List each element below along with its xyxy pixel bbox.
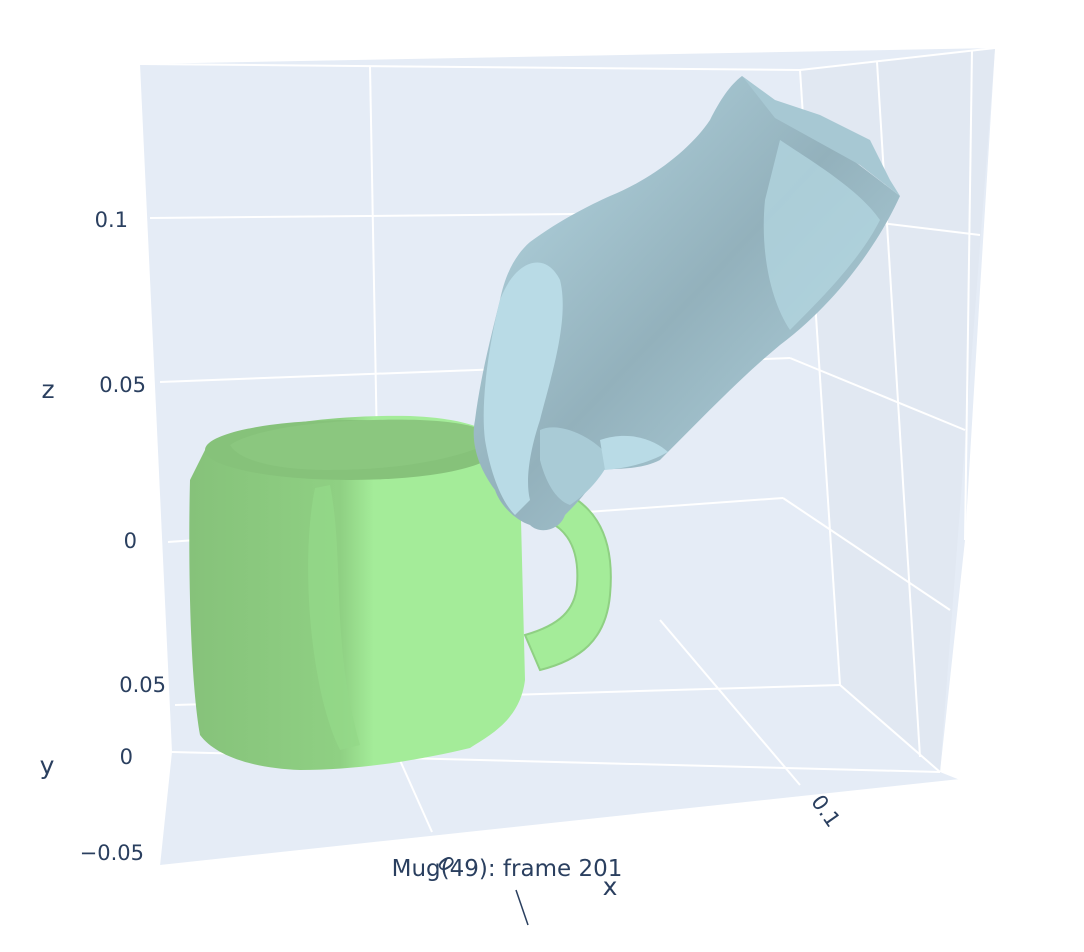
hand-mesh[interactable] — [473, 76, 900, 531]
chart-title: Mug(49): frame 201 — [392, 856, 623, 882]
y-tick-0: 0.05 — [119, 673, 166, 697]
z-tick-0: 0.1 — [95, 208, 128, 232]
grid-lines — [139, 47, 996, 867]
z-tick-2: 0 — [124, 529, 137, 553]
x-axis-title: x — [603, 872, 618, 901]
y-axis-title: y — [40, 751, 55, 780]
y-tick-1: 0 — [120, 745, 133, 769]
floor — [160, 752, 960, 866]
z-axis-title: z — [41, 375, 54, 404]
caption-pointer — [515, 889, 529, 926]
y-tick-2: −0.05 — [80, 841, 144, 865]
z-tick-1: 0.05 — [99, 373, 146, 397]
mug-mesh[interactable] — [189, 415, 612, 770]
